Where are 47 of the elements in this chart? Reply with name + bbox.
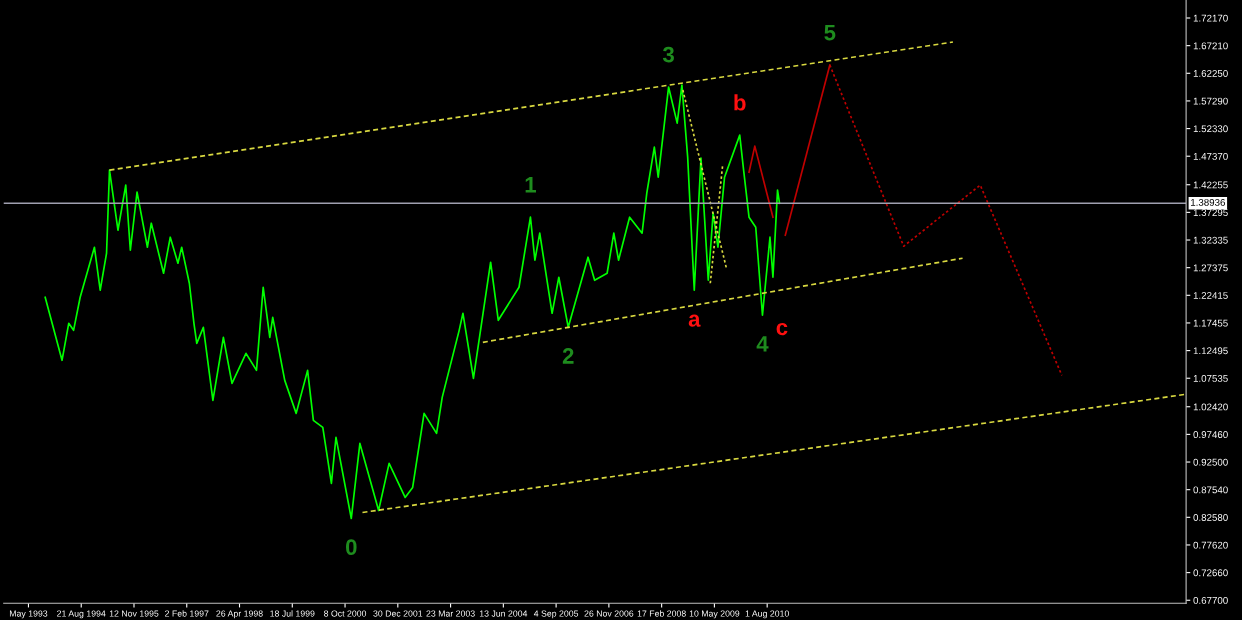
y-tick-label: 1.22415 — [1193, 292, 1228, 299]
annotation: 1 — [525, 177, 536, 193]
annotation: 0 — [345, 539, 357, 556]
x-tick-label: 26 Apr 1998 — [216, 610, 263, 619]
y-tick-label: 1.17455 — [1193, 319, 1228, 327]
y-tick-label: 1.32335 — [1193, 236, 1228, 244]
x-tick-label: 1 Aug 2010 — [745, 610, 789, 619]
x-tick-label: 10 May 2009 — [689, 610, 740, 619]
y-tick-label: 0.87540 — [1193, 486, 1228, 494]
x-tick-label: 8 Oct 2000 — [324, 610, 367, 617]
y-tick-label: 0.67700 — [1193, 596, 1228, 604]
x-tick-label: 18 Jul 1999 — [270, 610, 315, 617]
y-tick-label: 1.42255 — [1193, 181, 1228, 189]
y-tick-label: 1.52330 — [1193, 125, 1228, 133]
annotation: c — [776, 322, 788, 336]
annotation: a — [688, 314, 701, 327]
x-tick-label: 2 Feb 1997 — [165, 610, 209, 617]
y-tick-label: 1.67210 — [1193, 42, 1228, 50]
y-tick-label: 1.57290 — [1193, 97, 1228, 105]
x-tick-label: 26 Nov 2006 — [584, 610, 634, 617]
y-tick-label: 1.47370 — [1193, 152, 1228, 160]
x-tick-label: 21 Aug 1994 — [57, 610, 106, 619]
x-tick-label: 23 Mar 2003 — [426, 610, 475, 617]
y-tick-label: 0.92500 — [1193, 458, 1228, 466]
y-tick-label: 1.07535 — [1193, 374, 1228, 382]
y-tick-label: 1.02420 — [1193, 403, 1228, 411]
y-tick-label: 0.82580 — [1193, 514, 1228, 521]
x-tick-label: 30 Dec 2001 — [373, 610, 423, 617]
x-tick-label: 13 Jun 2004 — [479, 610, 528, 617]
y-tick-label: 1.62250 — [1193, 70, 1228, 77]
annotation: b — [734, 94, 746, 111]
x-tick-label: May 1993 — [9, 610, 48, 619]
ref-line-label: 1.38936 — [1191, 198, 1225, 206]
y-tick-label: 0.77620 — [1193, 541, 1228, 549]
annotation: 4 — [756, 336, 769, 352]
y-tick-label: 1.27375 — [1193, 264, 1228, 272]
annotation: 3 — [662, 46, 674, 63]
y-tick-label: 0.72660 — [1193, 569, 1228, 577]
x-tick-label: 17 Feb 2008 — [637, 610, 686, 617]
y-tick-label: 1.37295 — [1193, 209, 1228, 216]
y-tick-label: 1.12495 — [1193, 347, 1228, 355]
annotation: 5 — [824, 24, 836, 41]
y-tick-label: 1.72170 — [1193, 14, 1228, 22]
annotation: 2 — [562, 348, 574, 364]
x-tick-label: 4 Sep 2005 — [533, 610, 579, 619]
y-tick-label: 0.97460 — [1193, 431, 1228, 439]
x-tick-label: 12 Nov 1995 — [109, 610, 159, 617]
